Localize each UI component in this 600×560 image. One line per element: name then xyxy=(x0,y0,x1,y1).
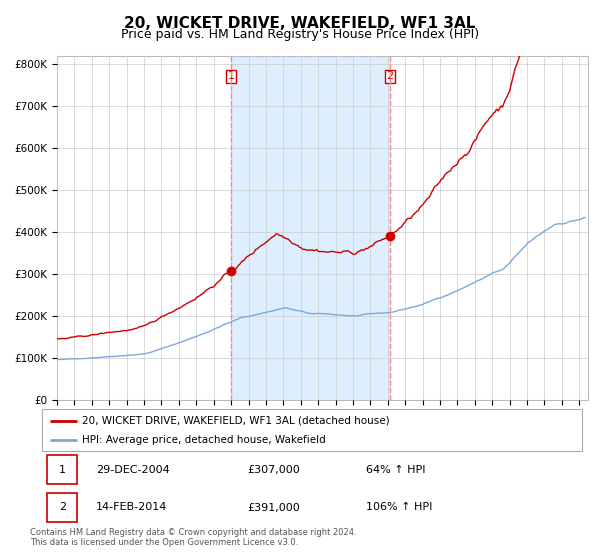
Text: Price paid vs. HM Land Registry's House Price Index (HPI): Price paid vs. HM Land Registry's House … xyxy=(121,28,479,41)
Text: 1: 1 xyxy=(59,465,66,475)
Text: £307,000: £307,000 xyxy=(247,465,300,475)
Text: 14-FEB-2014: 14-FEB-2014 xyxy=(96,502,167,512)
Bar xyxy=(231,56,390,400)
Text: 64% ↑ HPI: 64% ↑ HPI xyxy=(366,465,425,475)
Text: 2: 2 xyxy=(59,502,66,512)
Text: 29-DEC-2004: 29-DEC-2004 xyxy=(96,465,170,475)
FancyBboxPatch shape xyxy=(47,455,77,484)
FancyBboxPatch shape xyxy=(47,493,77,522)
Text: 20, WICKET DRIVE, WAKEFIELD, WF1 3AL (detached house): 20, WICKET DRIVE, WAKEFIELD, WF1 3AL (de… xyxy=(83,416,390,426)
Text: 2: 2 xyxy=(386,72,394,82)
Text: 1: 1 xyxy=(227,72,235,82)
Text: £391,000: £391,000 xyxy=(247,502,300,512)
Text: 106% ↑ HPI: 106% ↑ HPI xyxy=(366,502,433,512)
Text: 20, WICKET DRIVE, WAKEFIELD, WF1 3AL: 20, WICKET DRIVE, WAKEFIELD, WF1 3AL xyxy=(124,16,476,31)
Text: HPI: Average price, detached house, Wakefield: HPI: Average price, detached house, Wake… xyxy=(83,435,326,445)
Text: Contains HM Land Registry data © Crown copyright and database right 2024.
This d: Contains HM Land Registry data © Crown c… xyxy=(30,528,356,547)
